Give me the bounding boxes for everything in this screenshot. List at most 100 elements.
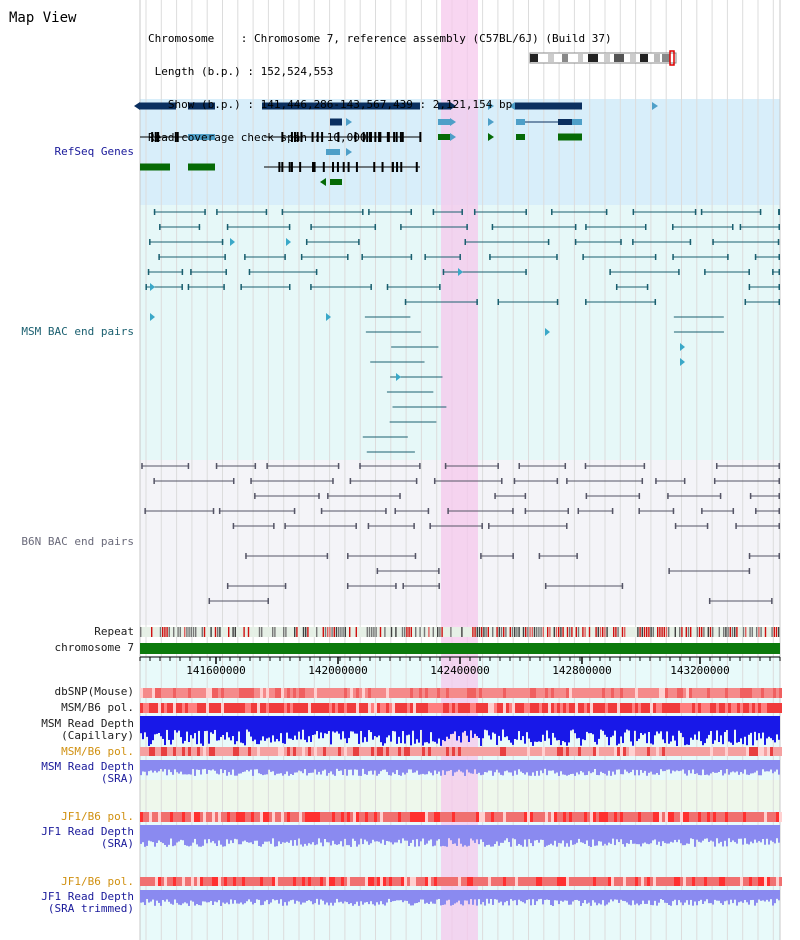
strip-cell <box>431 747 434 756</box>
depth-bar <box>712 890 714 905</box>
depth-bar <box>532 825 534 847</box>
depth-bar <box>544 760 546 769</box>
depth-bar <box>776 890 778 899</box>
repeat-mark <box>296 627 298 637</box>
depth-bar <box>676 760 678 771</box>
strip-cell <box>167 703 170 713</box>
depth-bar <box>660 716 662 732</box>
strip-cell <box>212 688 215 698</box>
strip-cell <box>374 747 377 756</box>
depth-bar <box>776 716 778 735</box>
depth-bar <box>630 716 632 742</box>
depth-bar <box>526 825 528 847</box>
depth-bar <box>614 760 616 775</box>
depth-bar <box>220 760 222 770</box>
depth-bar <box>752 760 754 774</box>
strip-cell <box>758 877 761 886</box>
bac-end-mark <box>326 553 329 559</box>
depth-bar <box>248 890 250 900</box>
strip-cell <box>257 688 260 698</box>
depth-bar <box>718 825 720 844</box>
strip-cell <box>614 688 617 698</box>
repeat-mark <box>294 627 296 637</box>
strip-cell <box>515 747 518 756</box>
strip-cell <box>596 877 599 886</box>
strip-cell <box>167 812 170 822</box>
strip-cell <box>203 688 206 698</box>
depth-bar <box>436 716 438 744</box>
strip-cell <box>509 703 512 713</box>
depth-bar <box>140 716 142 734</box>
strip-cell <box>449 688 452 698</box>
bac-end-mark <box>754 254 757 260</box>
depth-bar <box>774 716 776 743</box>
depth-bar <box>678 890 680 901</box>
depth-bar <box>320 760 322 775</box>
track-label-refseq-genes[interactable]: RefSeq Genes <box>54 145 134 158</box>
track-label-msm-bac[interactable]: MSM BAC end pairs <box>21 325 134 338</box>
depth-bar <box>444 716 446 742</box>
depth-bar <box>384 716 386 744</box>
depth-bar <box>262 716 264 737</box>
bac-end-mark <box>362 209 364 215</box>
depth-bar <box>446 890 448 901</box>
repeat-mark <box>190 627 192 637</box>
strip-cell <box>197 747 200 756</box>
strip-cell <box>614 877 617 886</box>
depth-bar <box>500 825 502 843</box>
depth-bar <box>182 825 184 841</box>
strip-cell <box>452 747 455 756</box>
depth-bar <box>742 825 744 845</box>
depth-bar <box>772 825 774 842</box>
strip-cell <box>419 703 422 713</box>
bac-end-mark <box>701 508 703 514</box>
strip-cell <box>320 747 323 756</box>
depth-bar <box>666 716 668 732</box>
depth-bar <box>336 760 338 769</box>
strip-cell <box>608 703 611 713</box>
strip-cell <box>473 688 476 698</box>
depth-bar <box>424 890 426 904</box>
depth-bar <box>408 825 410 846</box>
strip-cell <box>737 747 740 756</box>
depth-bar <box>288 825 290 843</box>
strip-cell <box>257 812 260 822</box>
strip-cell <box>482 703 485 713</box>
depth-bar <box>378 825 380 842</box>
strip-cell <box>314 703 317 713</box>
depth-bar <box>696 825 698 840</box>
depth-bar <box>218 716 220 741</box>
strip-cell <box>140 812 143 822</box>
bac-end-mark <box>620 239 622 245</box>
strip-cell <box>371 812 374 822</box>
depth-bar <box>148 716 150 746</box>
strip-cell <box>752 688 755 698</box>
depth-bar <box>740 890 742 902</box>
strip-cell <box>230 747 233 756</box>
depth-bar <box>444 760 446 775</box>
depth-bar <box>626 716 628 730</box>
track-label-b6n-bac[interactable]: B6N BAC end pairs <box>21 535 134 548</box>
depth-bar <box>552 716 554 733</box>
gene-exon <box>386 132 389 142</box>
strip-cell <box>254 688 257 698</box>
repeat-mark <box>668 627 670 637</box>
repeat-mark <box>723 627 725 637</box>
strip-cell <box>299 877 302 886</box>
depth-bar <box>620 825 622 840</box>
gene-exon <box>300 132 303 142</box>
strip-cell <box>689 812 692 822</box>
strip-cell <box>263 877 266 886</box>
strip-cell <box>470 812 473 822</box>
strip-cell <box>446 688 449 698</box>
msm-b6-pol-strip-1 <box>140 703 782 713</box>
gene-exon <box>373 162 376 172</box>
strip-cell <box>143 812 146 822</box>
strip-cell <box>752 747 755 756</box>
gene-exon <box>354 132 357 142</box>
depth-bar <box>532 760 534 773</box>
strip-cell <box>638 747 641 756</box>
strip-cell <box>290 688 293 698</box>
strip-cell <box>491 747 494 756</box>
